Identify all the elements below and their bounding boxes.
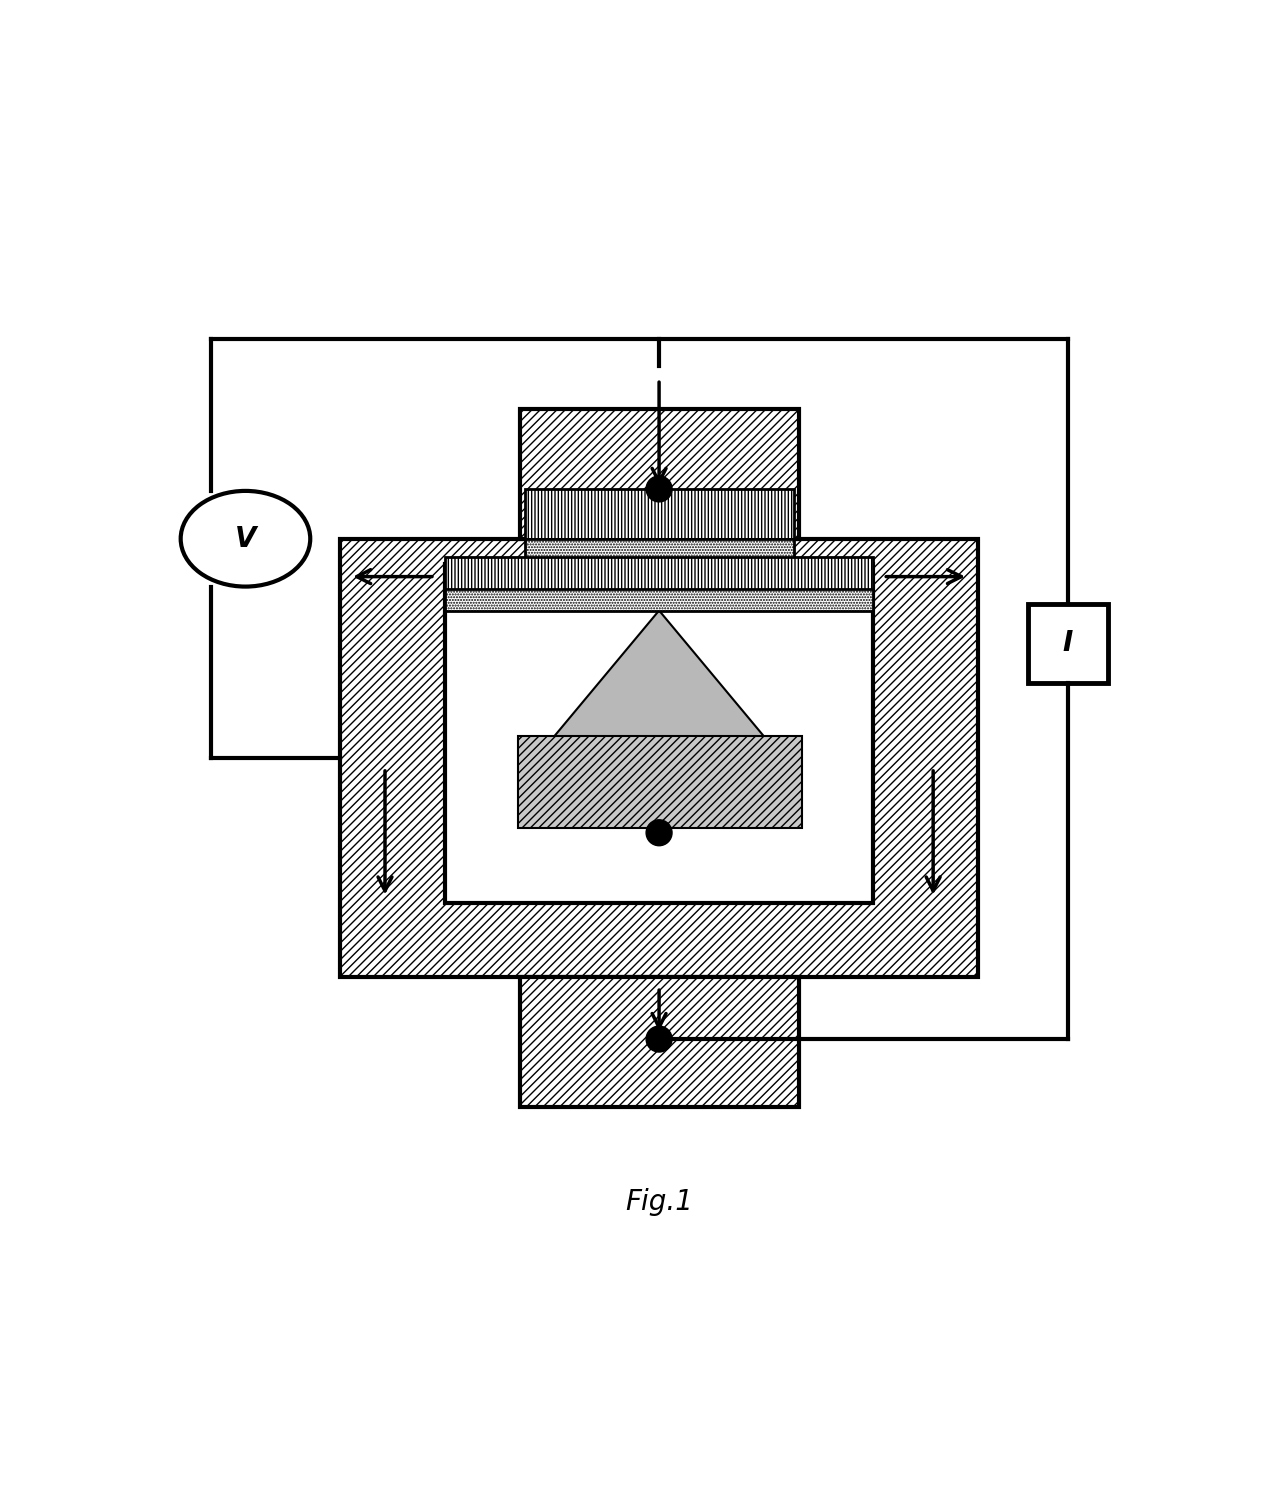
Circle shape <box>646 820 673 845</box>
Text: Fig.1: Fig.1 <box>625 1187 693 1216</box>
Circle shape <box>646 476 673 501</box>
Bar <box>340 539 979 977</box>
Bar <box>445 564 873 902</box>
Text: V: V <box>235 525 256 552</box>
Bar <box>525 489 793 539</box>
Bar <box>520 977 799 1106</box>
Text: I: I <box>1062 629 1073 657</box>
Bar <box>517 735 801 827</box>
Bar <box>445 557 873 590</box>
Bar <box>520 410 799 539</box>
Bar <box>1028 603 1107 683</box>
Bar <box>525 539 793 558</box>
Circle shape <box>646 1027 673 1052</box>
Bar <box>445 588 873 611</box>
Ellipse shape <box>180 491 310 587</box>
Polygon shape <box>544 611 774 747</box>
